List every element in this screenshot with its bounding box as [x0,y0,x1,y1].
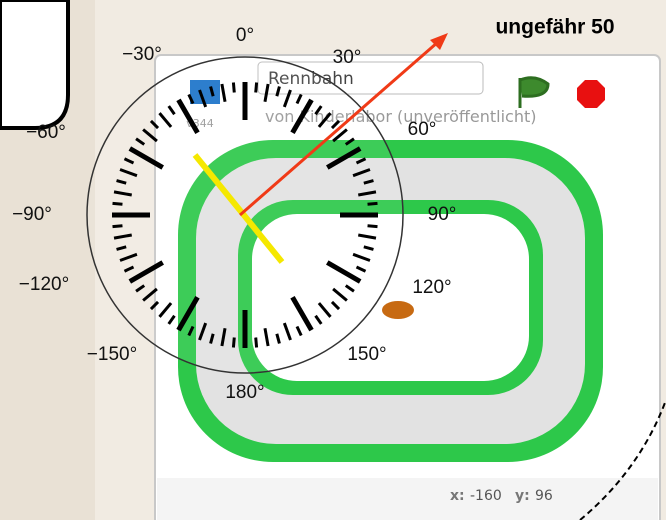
side-box [0,0,68,128]
angle-label: 90° [428,204,457,225]
angle-label: 180° [225,382,264,403]
tick [256,338,257,348]
tick [368,226,378,227]
angle-label: 150° [347,344,386,365]
tick [256,83,257,93]
tick [368,203,378,204]
y-label: y: [515,488,530,504]
screenshot: Rennbahn v344 von Kinderlabor (unveröffe… [0,0,666,520]
x-label: x: [450,488,465,504]
angle-label: 0° [236,25,254,46]
angle-label: −90° [12,204,52,225]
x-value: -160 [470,488,502,504]
angle-label: 60° [408,119,437,140]
tick [113,226,123,227]
annotation: ungefähr 50 [495,16,614,39]
tick [233,83,234,93]
status-bar [157,478,658,520]
angle-label: −120° [19,274,69,295]
angle-label: 120° [412,277,451,298]
sprite[interactable] [382,301,414,319]
angle-label: 30° [333,47,362,68]
angle-label: −60° [26,122,66,143]
page: Rennbahn v344 von Kinderlabor (unveröffe… [0,0,666,520]
tick [113,203,123,204]
angle-label: −150° [87,344,137,365]
stop-button[interactable] [577,80,605,108]
angle-label: −30° [122,44,162,65]
tick [233,338,234,348]
y-value: 96 [535,488,553,504]
